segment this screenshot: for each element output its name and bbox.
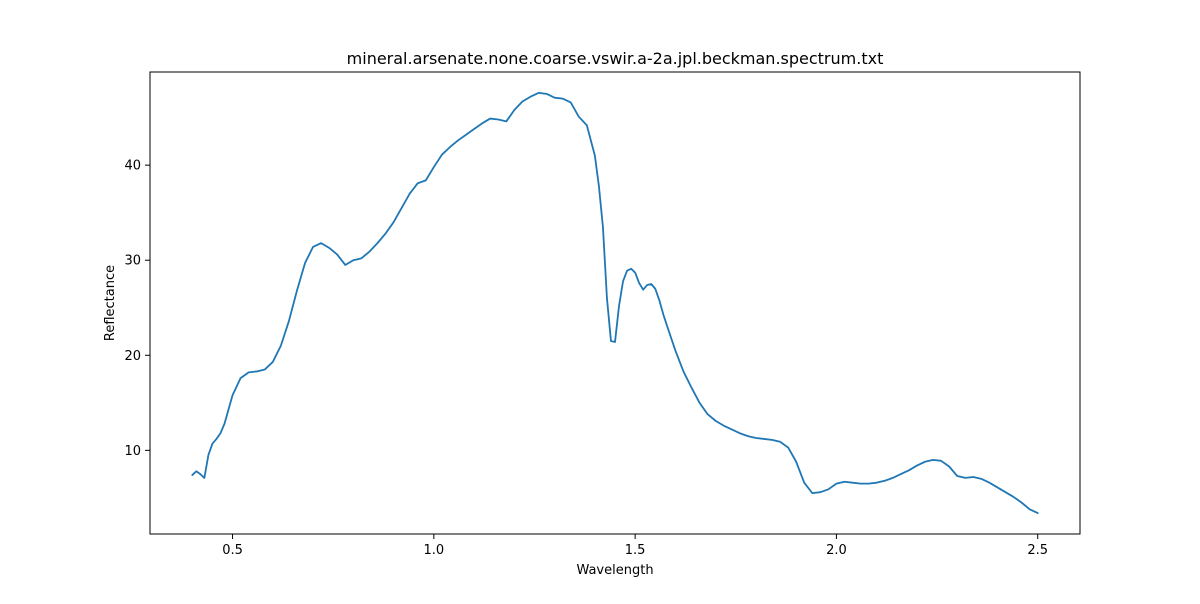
- chart-title: mineral.arsenate.none.coarse.vswir.a-2a.…: [347, 49, 884, 68]
- x-tick-label: 1.5: [625, 543, 646, 558]
- x-axis-label: Wavelength: [576, 563, 653, 578]
- series-line-0: [191, 92, 1039, 514]
- y-axis-label: Reflectance: [103, 265, 118, 341]
- x-axis: 0.5 1.0 1.5 2.0 2.5: [222, 534, 1048, 558]
- y-tick-label: 20: [124, 349, 141, 364]
- plot-frame: [149, 71, 1081, 535]
- y-tick-label: 40: [124, 159, 141, 174]
- y-axis: 10 20 30 40: [124, 159, 150, 459]
- plot-area: [191, 92, 1039, 514]
- y-tick-label: 10: [124, 444, 141, 459]
- x-tick-label: 1.0: [423, 543, 444, 558]
- x-tick-label: 2.5: [1027, 543, 1048, 558]
- y-tick-label: 30: [124, 254, 141, 269]
- x-tick-label: 0.5: [222, 543, 243, 558]
- x-tick-label: 2.0: [826, 543, 847, 558]
